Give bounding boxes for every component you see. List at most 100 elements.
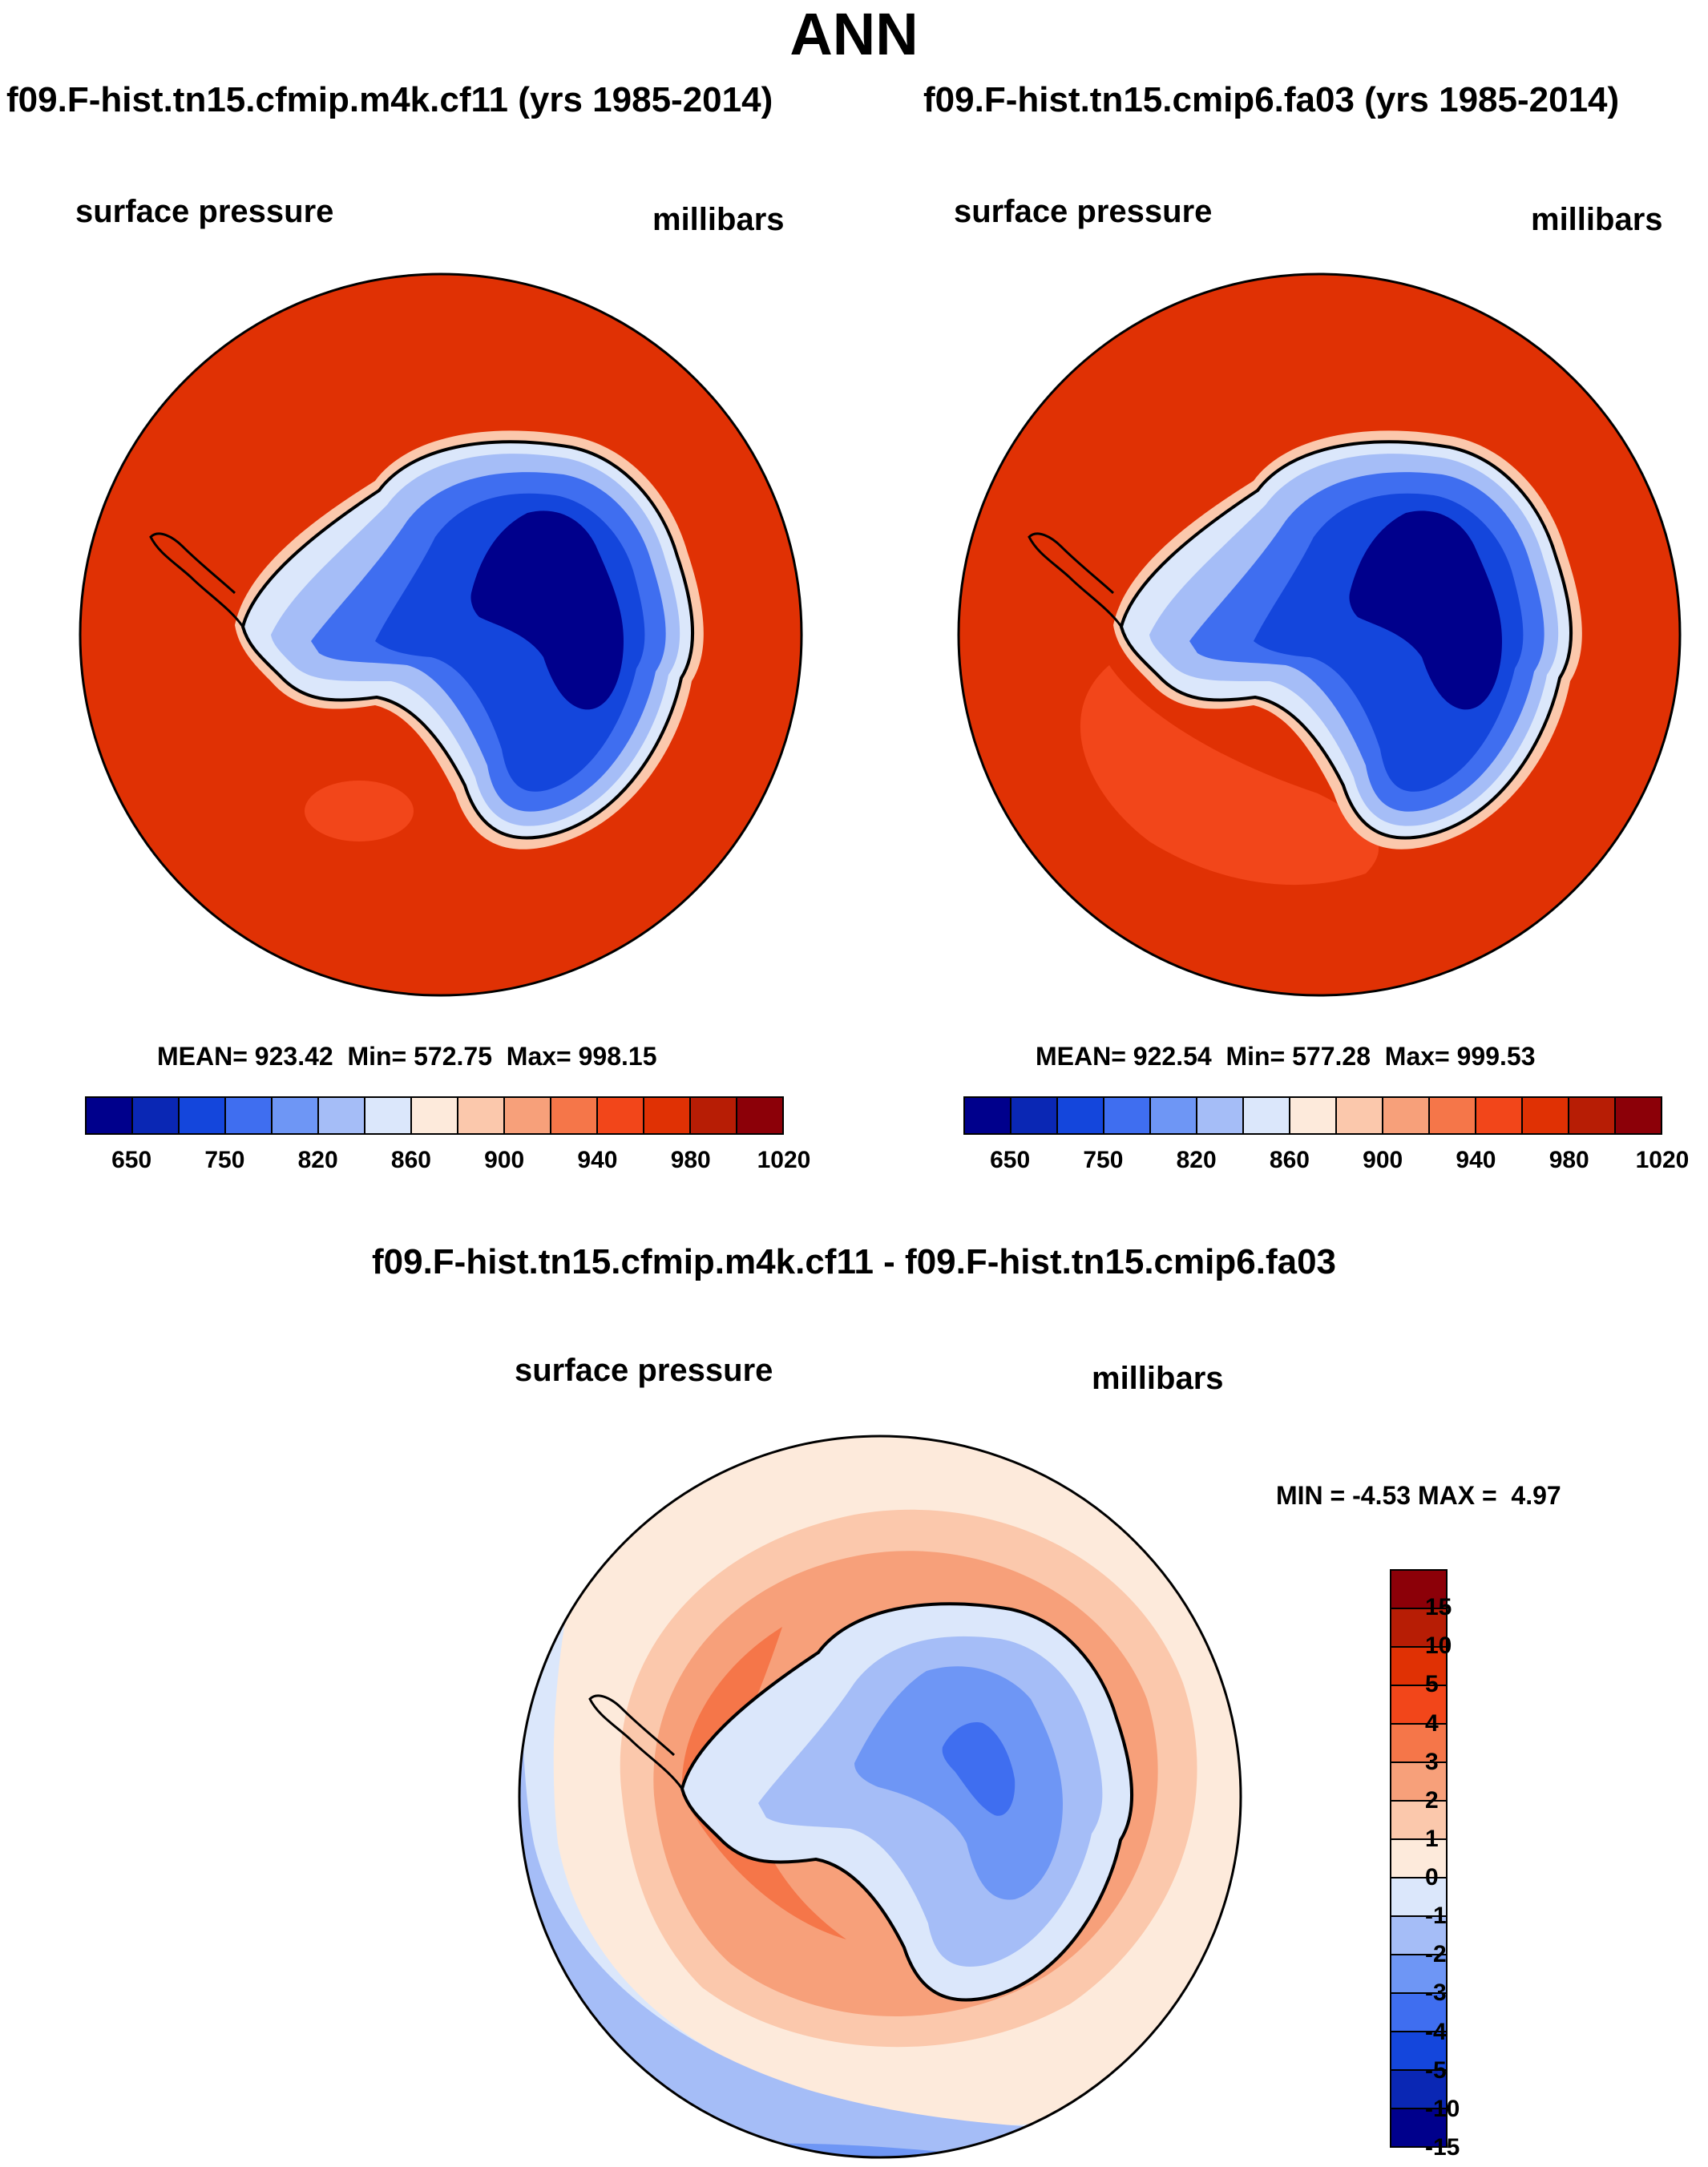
panel-2-stats: MEAN= 922.54 Min= 577.28 Max= 999.53: [1036, 1042, 1535, 1071]
panel-2-units-label: millibars: [1531, 202, 1663, 237]
diff-colorbar-swatch-10: [1391, 1955, 1446, 1994]
panel-1-mean-value: 923.42: [254, 1042, 333, 1071]
diff-panel-polar-map: [518, 1435, 1242, 2159]
panel-2-min-label: Min=: [1225, 1042, 1286, 1071]
panel-1-colorbar-swatch-10: [551, 1098, 598, 1133]
panel-1-colorbar-tick-label: 650: [111, 1147, 152, 1173]
panel-2-colorbar-tick-label: 980: [1549, 1147, 1589, 1173]
panel-1-colorbar-swatch-8: [458, 1098, 505, 1133]
diff-land-negative-inner: [854, 1666, 1063, 1900]
diff-colorbar-tick-label: -5: [1425, 2056, 1447, 2084]
panel-1-colorbar-tick-label: 750: [204, 1147, 245, 1173]
panel-2-colorbar-swatch-1: [1011, 1098, 1058, 1133]
diff-colorbar-swatch-0: [1391, 1571, 1446, 1609]
panel-1-colorbar: [85, 1096, 784, 1135]
diff-colorbar-swatch-5: [1391, 1763, 1446, 1802]
diff-colorbar-swatch-7: [1391, 1840, 1446, 1878]
panel-2-low-pressure-region: [1080, 665, 1379, 886]
panel-1-min-value: 572.75: [414, 1042, 492, 1071]
panel-1-colorbar-swatch-14: [737, 1098, 782, 1133]
panel-1-colorbar-tick-label: 940: [577, 1147, 618, 1173]
panel-1-min-label: Min=: [347, 1042, 407, 1071]
panel-1-variable-label: surface pressure: [75, 194, 334, 229]
panel-2-peninsula-coast: [1028, 532, 1123, 628]
panel-1-colorbar-swatch-7: [412, 1098, 458, 1133]
panel-1-colorbar-swatch-1: [133, 1098, 180, 1133]
diff-colorbar-tick-label: -2: [1425, 1941, 1447, 1968]
diff-max-value: 4.97: [1511, 1481, 1561, 1510]
panel-1-colorbar-swatch-5: [319, 1098, 365, 1133]
panel-1-stats: MEAN= 923.42 Min= 572.75 Max= 998.15: [157, 1042, 656, 1071]
diff-min-value: -4.53: [1352, 1481, 1411, 1510]
diff-colorbar-tick-label: -1: [1425, 1903, 1447, 1930]
diff-panel-units-label: millibars: [1092, 1361, 1224, 1396]
diff-stats: MIN = -4.53 MAX = 4.97: [1276, 1481, 1561, 1511]
diff-colorbar-tick-label: 2: [1425, 1786, 1439, 1814]
diff-colorbar-swatch-1: [1391, 1609, 1446, 1648]
panel-2-polar-map: [957, 272, 1682, 997]
panel-2-colorbar-swatch-10: [1430, 1098, 1476, 1133]
panel-1-colorbar-tick-label: 980: [670, 1147, 711, 1173]
panel-2-colorbar-swatch-8: [1337, 1098, 1383, 1133]
diff-colorbar-tick-label: -3: [1425, 1979, 1447, 2007]
panel-1-max-label: Max=: [506, 1042, 571, 1071]
diff-colorbar-swatch-2: [1391, 1648, 1446, 1686]
panel-2-colorbar-swatch-7: [1290, 1098, 1337, 1133]
panel-2-colorbar-swatch-14: [1616, 1098, 1661, 1133]
panel-2-min-value: 577.28: [1292, 1042, 1371, 1071]
panel-1-colorbar-tick-label: 860: [390, 1147, 431, 1173]
panel-1-map-border: [79, 272, 803, 997]
panel-1-colorbar-swatch-0: [87, 1098, 133, 1133]
panel-2-coastline: [1119, 440, 1573, 840]
panel-2-colorbar-swatch-0: [965, 1098, 1011, 1133]
panel-1-colorbar-swatch-6: [365, 1098, 412, 1133]
panel-1-colorbar-swatch-11: [598, 1098, 644, 1133]
panel-2-title: f09.F-hist.tn15.cmip6.fa03 (yrs 1985-201…: [923, 80, 1620, 119]
diff-colorbar-swatch-9: [1391, 1917, 1446, 1955]
diff-colorbar-tick-label: -10: [1425, 2095, 1460, 2122]
panel-2-colorbar-tick-label: 650: [990, 1147, 1031, 1173]
panel-1-colorbar-tick-label: 1020: [757, 1147, 811, 1173]
panel-2-mean-value: 922.54: [1133, 1042, 1212, 1071]
panel-2-colorbar-tick-label: 860: [1269, 1147, 1310, 1173]
panel-2-colorbar: [963, 1096, 1662, 1135]
panel-1-low-pressure-region: [305, 781, 414, 841]
panel-1-peninsula-coast: [149, 532, 244, 628]
panel-2-colorbar-swatch-4: [1151, 1098, 1197, 1133]
panel-1-mean-label: MEAN=: [157, 1042, 248, 1071]
diff-max-label: MAX =: [1417, 1481, 1497, 1510]
panel-2-colorbar-swatch-5: [1197, 1098, 1244, 1133]
diff-colorbar-tick-label: 15: [1425, 1594, 1452, 1621]
panel-2-mean-label: MEAN=: [1036, 1042, 1126, 1071]
panel-2-colorbar-swatch-2: [1058, 1098, 1104, 1133]
panel-2-colorbar-tick-label: 900: [1363, 1147, 1403, 1173]
diff-panel-title: f09.F-hist.tn15.cfmip.m4k.cf11 - f09.F-h…: [371, 1242, 1337, 1281]
diff-colorbar-tick-label: 4: [1425, 1709, 1439, 1737]
diff-colorbar-tick-label: 5: [1425, 1671, 1439, 1698]
panel-2-colorbar-tick-label: 940: [1456, 1147, 1496, 1173]
panel-2-colorbar-swatch-3: [1104, 1098, 1151, 1133]
panel-1-title: f09.F-hist.tn15.cfmip.m4k.cf11 (yrs 1985…: [6, 80, 773, 119]
panel-1-colorbar-swatch-12: [644, 1098, 691, 1133]
diff-colorbar-swatch-13: [1391, 2071, 1446, 2109]
diff-colorbar-tick-label: 1: [1425, 1825, 1439, 1852]
diff-colorbar-tick-label: -4: [1425, 2018, 1447, 2045]
diff-colorbar-tick-label: 10: [1425, 1632, 1452, 1660]
diff-min-label: MIN =: [1276, 1481, 1346, 1510]
diff-panel-variable-label: surface pressure: [515, 1353, 773, 1388]
panel-1-polar-map: [79, 272, 803, 997]
panel-1-plateau-core: [470, 510, 624, 710]
diff-ring-level-3: [681, 1627, 846, 1939]
panel-1-max-value: 998.15: [578, 1042, 657, 1071]
panel-1-colorbar-swatch-9: [505, 1098, 551, 1133]
panel-2-colorbar-tick-label: 1020: [1635, 1147, 1690, 1173]
diff-colorbar-swatch-3: [1391, 1686, 1446, 1725]
panel-2-max-value: 999.53: [1456, 1042, 1536, 1071]
diff-colorbar-tick-label: 0: [1425, 1864, 1439, 1891]
diff-colorbar-swatch-8: [1391, 1878, 1446, 1917]
panel-1-colorbar-tick-label: 900: [484, 1147, 525, 1173]
diff-colorbar-swatch-12: [1391, 2032, 1446, 2071]
diff-colorbar-tick-label: -15: [1425, 2134, 1460, 2161]
panel-2-colorbar-swatch-11: [1476, 1098, 1523, 1133]
panel-2-colorbar-swatch-9: [1383, 1098, 1430, 1133]
